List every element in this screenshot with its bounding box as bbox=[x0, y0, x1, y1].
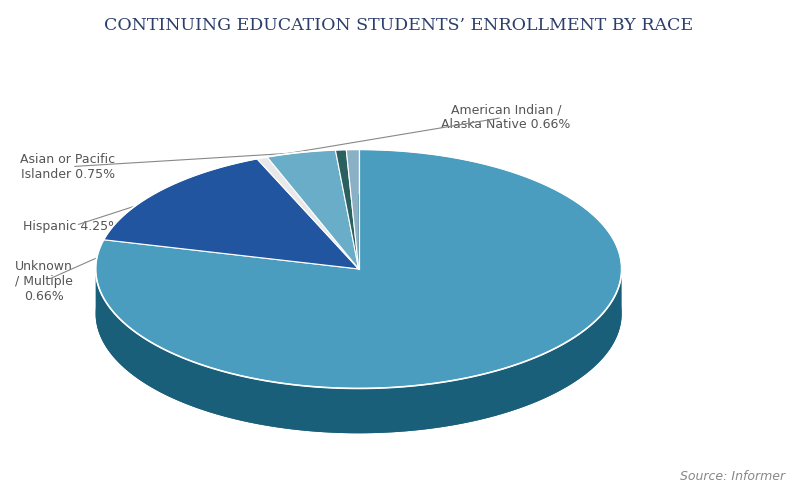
Text: Asian or Pacific
Islander 0.75%: Asian or Pacific Islander 0.75% bbox=[20, 153, 116, 181]
Polygon shape bbox=[104, 159, 359, 269]
Text: White 78.91%: White 78.91% bbox=[446, 282, 534, 295]
Polygon shape bbox=[346, 149, 359, 269]
Text: Black 14.75%: Black 14.75% bbox=[264, 190, 350, 203]
Polygon shape bbox=[96, 194, 622, 433]
Text: Source: Informer: Source: Informer bbox=[680, 470, 785, 483]
Text: CONTINUING EDUCATION STUDENTS’ ENROLLMENT BY RACE: CONTINUING EDUCATION STUDENTS’ ENROLLMEN… bbox=[104, 17, 693, 34]
Polygon shape bbox=[257, 157, 359, 269]
Text: American Indian /
Alaska Native 0.66%: American Indian / Alaska Native 0.66% bbox=[442, 103, 571, 131]
Polygon shape bbox=[96, 149, 622, 388]
Polygon shape bbox=[267, 150, 359, 269]
Text: Unknown
/ Multiple
0.66%: Unknown / Multiple 0.66% bbox=[15, 260, 73, 303]
Polygon shape bbox=[96, 269, 622, 433]
Text: Hispanic 4.25%: Hispanic 4.25% bbox=[23, 220, 120, 233]
Polygon shape bbox=[336, 149, 359, 269]
